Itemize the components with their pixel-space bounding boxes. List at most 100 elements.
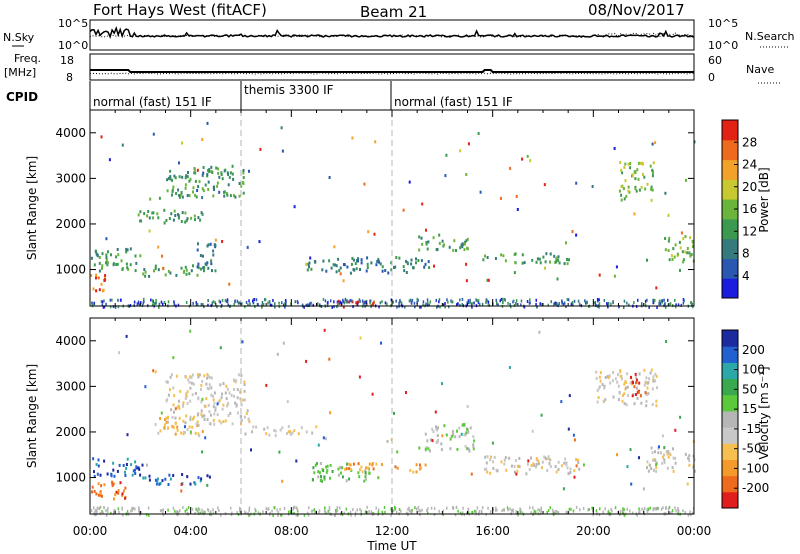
freq-label: Freq. bbox=[14, 52, 41, 65]
nsky-label: N.Sky bbox=[3, 31, 35, 44]
velocity-colorbar-tick-4: 15 bbox=[742, 402, 757, 416]
velocity-colorbar-segment-6 bbox=[722, 394, 738, 412]
freq-tick-low: 8 bbox=[66, 71, 73, 84]
power-colorbar-tick-6: 28 bbox=[742, 135, 757, 149]
power-colorbar-tick-3: 16 bbox=[742, 202, 757, 216]
power-scatter-marks bbox=[90, 121, 696, 309]
cpid-row: CPID normal (fast) 151 IF themis 3300 IF… bbox=[6, 81, 513, 110]
velocity-colorbar-segment-9 bbox=[722, 346, 738, 363]
frequency-panel: Freq. [MHz] 18 8 60 0 Nave bbox=[4, 52, 782, 84]
velocity-y-tick-1: 2000 bbox=[55, 425, 86, 439]
velocity-colorbar-segment-4 bbox=[722, 427, 738, 444]
power-colorbar-tick-2: 12 bbox=[742, 224, 757, 238]
velocity-colorbar-label: Velocity [m s⁻¹] bbox=[757, 366, 771, 459]
power-region-10 bbox=[618, 161, 655, 202]
power-y-tick-0: 1000 bbox=[55, 263, 86, 277]
nave-tick-high: 60 bbox=[708, 54, 722, 67]
velocity-region-11 bbox=[630, 372, 642, 398]
velocity-region-5 bbox=[244, 425, 318, 438]
freq-tick-high: 18 bbox=[60, 54, 74, 67]
velocity-region-12 bbox=[646, 446, 696, 473]
cpid-segment-1: normal (fast) 151 IF bbox=[93, 95, 212, 109]
power-colorbar: 4 8 12 16 20 24 28 bbox=[721, 119, 757, 299]
cpid-segment-3: normal (fast) 151 IF bbox=[394, 95, 513, 109]
nave-tick-low: 0 bbox=[708, 71, 715, 84]
power-colorbar-segment-2 bbox=[722, 238, 738, 259]
power-region-4 bbox=[137, 208, 204, 225]
velocity-region-3 bbox=[154, 416, 204, 438]
nsky-tick-low: 10^0 bbox=[58, 39, 88, 52]
x-axis-label: Time UT bbox=[366, 539, 417, 553]
velocity-region-1 bbox=[92, 457, 142, 478]
cpid-label: CPID bbox=[6, 90, 38, 104]
power-colorbar-tick-0: 4 bbox=[742, 269, 750, 283]
velocity-panel: 1000 2000 3000 4000 Slant Range [km] bbox=[25, 317, 696, 517]
velocity-y-tick-2: 3000 bbox=[55, 379, 86, 393]
nave-label: Nave bbox=[746, 63, 774, 76]
power-region-1 bbox=[90, 247, 142, 273]
velocity-colorbar-tick-6: 100 bbox=[742, 363, 765, 377]
power-plot-frame bbox=[89, 109, 695, 307]
velocity-region-0 bbox=[91, 480, 127, 501]
power-colorbar-segment-5 bbox=[722, 179, 738, 200]
velocity-near-range-strip bbox=[90, 505, 695, 517]
power-sparse-echoes bbox=[100, 121, 696, 290]
date-label: 08/Nov/2017 bbox=[588, 1, 685, 19]
velocity-colorbar-tick-0: -200 bbox=[742, 481, 769, 495]
x-tick-4: 16:00 bbox=[475, 524, 510, 538]
power-colorbar-segment-8 bbox=[722, 120, 738, 141]
power-colorbar-segment-0 bbox=[722, 278, 738, 299]
power-y-axis-label: Slant Range [km] bbox=[25, 156, 39, 260]
velocity-colorbar-segment-1 bbox=[722, 475, 738, 493]
velocity-colorbar-segment-10 bbox=[722, 330, 738, 347]
power-region-5 bbox=[166, 164, 245, 200]
frequency-trace bbox=[90, 69, 694, 73]
x-tick-3: 12:00 bbox=[375, 524, 410, 538]
velocity-colorbar-segment-8 bbox=[722, 362, 738, 380]
nsearch-trace bbox=[89, 32, 695, 38]
nsearch-tick-high: 10^5 bbox=[708, 17, 738, 30]
beam-label: Beam 21 bbox=[360, 3, 427, 21]
velocity-colorbar-tick-5: 50 bbox=[742, 382, 757, 396]
velocity-sparse-echoes bbox=[118, 328, 695, 493]
noise-panel: N.Sky 10^5 10^0 10^5 10^0 N.Search bbox=[3, 17, 795, 52]
velocity-colorbar-segment-7 bbox=[722, 378, 738, 396]
power-colorbar-segment-1 bbox=[722, 258, 738, 279]
velocity-region-4 bbox=[165, 373, 251, 426]
velocity-colorbar-tick-7: 200 bbox=[742, 343, 765, 357]
velocity-y-tick-3: 4000 bbox=[55, 334, 86, 348]
velocity-colorbar-tick-1: -100 bbox=[742, 461, 769, 475]
power-y-tick-1: 2000 bbox=[55, 217, 86, 231]
power-region-11 bbox=[664, 235, 695, 264]
velocity-colorbar-tick-2: -50 bbox=[742, 442, 762, 456]
power-colorbar-segment-7 bbox=[722, 139, 738, 161]
power-colorbar-segment-3 bbox=[722, 218, 738, 240]
x-tick-0: 00:00 bbox=[73, 524, 108, 538]
power-region-9 bbox=[482, 252, 570, 266]
power-colorbar-tick-4: 20 bbox=[742, 180, 757, 194]
power-region-3 bbox=[196, 242, 217, 273]
x-tick-1: 04:00 bbox=[173, 524, 208, 538]
cpid-segment-2: themis 3300 IF bbox=[244, 83, 334, 97]
power-region-0 bbox=[90, 273, 107, 293]
velocity-colorbar-segment-0 bbox=[722, 491, 738, 509]
x-tick-6: 00:00 bbox=[677, 524, 712, 538]
velocity-colorbar-segment-5 bbox=[722, 410, 738, 428]
power-colorbar-label: Power [dB] bbox=[757, 167, 771, 232]
power-colorbar-segment-6 bbox=[722, 159, 738, 180]
velocity-colorbar-segment-3 bbox=[722, 443, 738, 460]
power-region-6 bbox=[306, 256, 431, 275]
velocity-region-8 bbox=[424, 423, 476, 453]
x-tick-2: 08:00 bbox=[274, 524, 309, 538]
power-panel: 1000 2000 3000 4000 Slant Range [km] bbox=[25, 109, 696, 309]
nsearch-tick-low: 10^0 bbox=[708, 39, 738, 52]
velocity-region-9 bbox=[483, 455, 581, 476]
power-region-2 bbox=[142, 264, 210, 278]
velocity-region-2 bbox=[142, 473, 211, 486]
velocity-colorbar-tick-3: -15 bbox=[742, 422, 762, 436]
velocity-region-6 bbox=[311, 462, 380, 483]
velocity-scatter-marks bbox=[90, 328, 696, 517]
velocity-colorbar: -200 -100 -50 -15 15 50 100 200 bbox=[721, 329, 769, 509]
nave-trace bbox=[90, 72, 694, 75]
